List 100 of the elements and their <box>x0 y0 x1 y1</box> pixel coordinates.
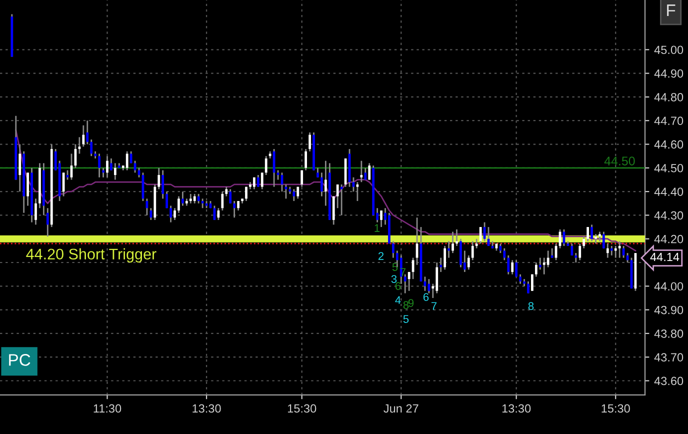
candlestick <box>106 155 108 178</box>
candlestick <box>170 205 172 223</box>
candlestick <box>507 254 510 276</box>
candlestick <box>546 250 550 268</box>
annotation: 6 <box>423 293 429 301</box>
ref-line-label: 44.20 Short Trigger <box>26 248 156 263</box>
candlestick <box>590 224 593 242</box>
candlestick <box>264 155 268 176</box>
candlestick <box>324 160 327 206</box>
x-tick-label: Jun 27 <box>384 404 418 413</box>
candlestick <box>114 162 116 180</box>
candlestick <box>162 170 164 200</box>
candlestick <box>400 254 402 284</box>
candlestick <box>332 196 335 226</box>
candlestick <box>475 238 478 250</box>
candlestick <box>26 172 29 206</box>
annotation: 5 <box>403 315 409 323</box>
candlestick <box>233 200 236 218</box>
candlestick <box>229 188 232 204</box>
annotation: 1 <box>374 224 380 232</box>
candlestick <box>444 245 446 270</box>
candlestick <box>221 190 224 212</box>
candlestick <box>452 231 454 254</box>
text: 44.14 <box>650 252 680 262</box>
annotation: 5 <box>392 263 398 271</box>
candlestick <box>602 231 605 250</box>
candlestick <box>166 190 168 209</box>
annotation: 8 <box>528 302 534 310</box>
candlestick <box>98 153 100 178</box>
candlestick <box>245 186 248 202</box>
candlestick <box>519 274 522 284</box>
x-tick-label: 15:30 <box>288 404 316 413</box>
y-tick-label: 43.60 <box>654 376 684 386</box>
candlestick <box>316 167 319 178</box>
candlestick <box>237 200 240 212</box>
candlestick <box>360 160 363 183</box>
candlestick <box>479 226 482 244</box>
y-tick-label: 44.40 <box>654 188 684 196</box>
y-tick-label: 44.20 <box>654 234 684 244</box>
candlestick <box>408 271 410 292</box>
annotation: 9 <box>408 299 414 307</box>
candlestick <box>499 242 502 254</box>
y-tick-label: 44.30 <box>654 211 684 220</box>
x-tick-label: 15:30 <box>602 404 630 413</box>
candlestick <box>78 136 81 154</box>
candlestick <box>578 242 582 261</box>
candlestick <box>531 274 534 292</box>
y-tick-label: 43.90 <box>654 306 684 314</box>
candlestick <box>586 226 589 242</box>
y-tick-label: 44.60 <box>654 140 684 149</box>
candlestick <box>542 257 546 276</box>
candlestick <box>86 120 89 145</box>
candlestick <box>225 186 228 197</box>
candlestick <box>515 259 518 278</box>
candlestick <box>404 274 406 294</box>
candlestick <box>189 193 192 204</box>
candlestick <box>158 167 160 190</box>
candlestick <box>34 198 37 226</box>
y-tick-label: 44.00 <box>654 282 684 291</box>
annotation: 3 <box>391 275 397 283</box>
candlestick <box>193 193 196 204</box>
candlestick <box>618 240 621 258</box>
candlestick <box>304 148 308 171</box>
y-tick-label: 44.70 <box>654 116 684 126</box>
candlestick <box>110 158 112 171</box>
candlestick <box>150 207 152 221</box>
y-tick-label: 43.80 <box>654 329 684 338</box>
annotation: 4 <box>395 296 401 304</box>
candlestick <box>598 231 601 242</box>
candlestick <box>292 188 296 202</box>
candlestick <box>582 236 586 250</box>
candlestick <box>594 233 597 244</box>
candlestick <box>82 124 85 148</box>
candlestick <box>260 172 264 190</box>
candlestick <box>574 252 578 264</box>
candlestick <box>174 207 176 221</box>
candlestick <box>550 248 554 258</box>
candlestick <box>606 242 609 258</box>
x-tick-label: 11:30 <box>94 404 122 413</box>
candlestick <box>570 242 574 256</box>
candlestick <box>471 240 474 261</box>
candlestick <box>126 150 128 171</box>
candlestick <box>46 207 49 238</box>
y-tick-label: 45.00 <box>654 46 684 54</box>
candlestick <box>256 174 260 188</box>
candlestick <box>197 193 200 204</box>
candlestick <box>428 278 430 294</box>
y-tick-label: 44.90 <box>654 69 684 78</box>
candlestick <box>90 138 93 157</box>
candlestick <box>460 238 462 268</box>
candlestick <box>308 132 311 152</box>
x-tick-label: 13:30 <box>192 404 221 413</box>
candlestick <box>511 259 514 276</box>
y-tick-label: 44.80 <box>654 92 684 102</box>
candlestick <box>300 170 304 188</box>
annotation: 7 <box>431 302 437 310</box>
candlestick <box>336 184 339 209</box>
candlestick <box>392 240 394 258</box>
candlestick <box>436 262 438 294</box>
annotation: PC <box>9 354 30 366</box>
